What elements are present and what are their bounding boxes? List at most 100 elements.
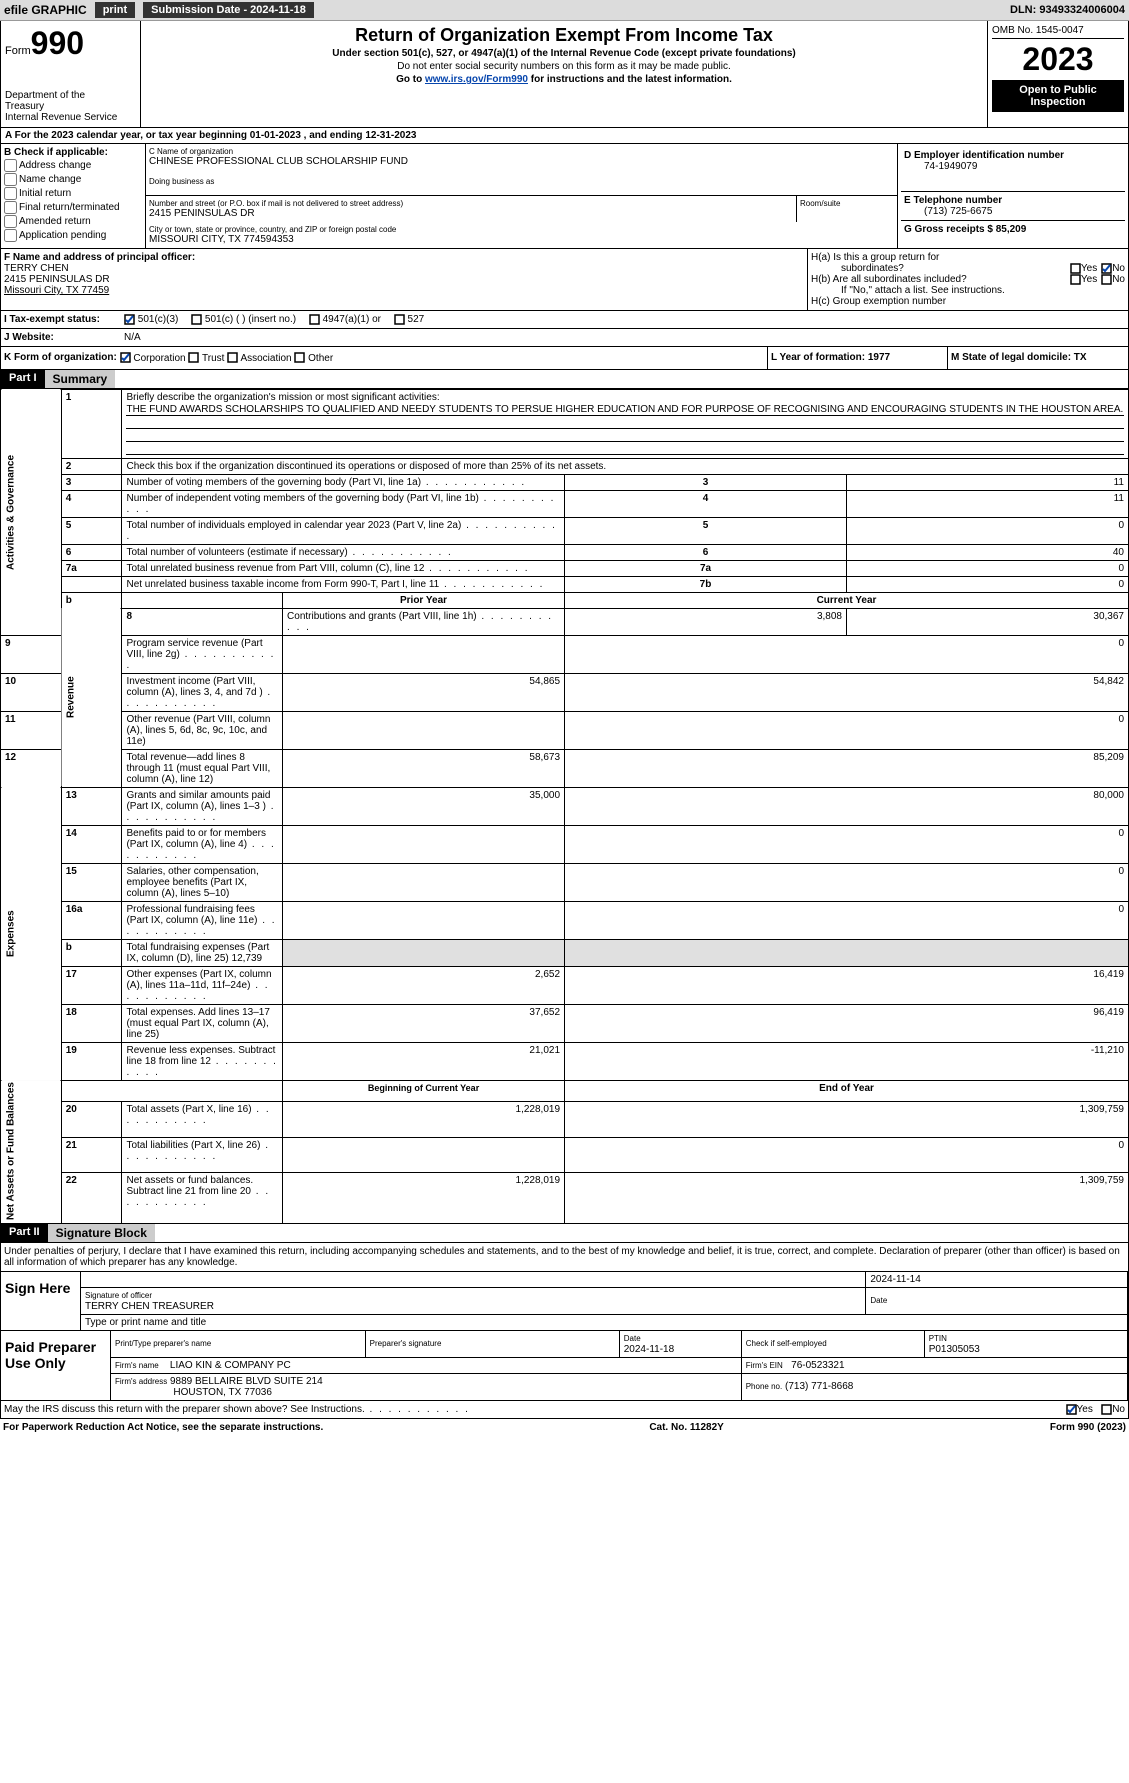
cb-final-return[interactable]: Final return/terminated — [4, 201, 142, 214]
org-name-label: C Name of organization — [149, 147, 894, 156]
line-19: 19Revenue less expenses. Subtract line 1… — [1, 1042, 1129, 1080]
begin-year-header: Beginning of Current Year — [283, 1080, 565, 1101]
cb-527[interactable]: 527 — [394, 314, 424, 325]
current-year-header: Current Year — [565, 592, 1129, 608]
date-label: Date — [870, 1296, 887, 1305]
prior-year-header: Prior Year — [283, 592, 565, 608]
cb-application-pending[interactable]: Application pending — [4, 229, 142, 242]
cb-501c[interactable]: 501(c) ( ) (insert no.) — [191, 314, 296, 325]
phone-label: E Telephone number — [904, 195, 1122, 206]
type-name-label: Type or print name and title — [81, 1314, 1128, 1330]
line-15: 15Salaries, other compensation, employee… — [1, 863, 1129, 901]
goto-note: Go to www.irs.gov/Form990 for instructio… — [145, 74, 983, 85]
form-header: Form990 Department of the Treasury Inter… — [0, 21, 1129, 128]
line-10: 10Investment income (Part VIII, column (… — [1, 673, 1129, 711]
form-number: 990 — [31, 25, 84, 61]
form-title: Return of Organization Exempt From Incom… — [145, 25, 983, 46]
cb-501c3[interactable]: 501(c)(3) — [124, 314, 178, 325]
hb-yes[interactable]: Yes — [1070, 274, 1097, 285]
end-year-header: End of Year — [565, 1080, 1129, 1101]
klm-row: K Form of organization: Corporation Trus… — [0, 347, 1129, 369]
discuss-row: May the IRS discuss this return with the… — [0, 1401, 1129, 1419]
submission-date-button[interactable]: Submission Date - 2024-11-18 — [143, 2, 314, 18]
line-4: 4Number of independent voting members of… — [1, 490, 1129, 517]
cb-corporation[interactable]: Corporation — [120, 353, 186, 364]
part2-title: Signature Block — [48, 1224, 155, 1242]
q2-text: Check this box if the organization disco… — [122, 458, 1129, 474]
line-11: 11Other revenue (Part VIII, column (A), … — [1, 711, 1129, 749]
line-21: 21Total liabilities (Part X, line 26)0 — [1, 1137, 1129, 1173]
dln-label: DLN: 93493324006004 — [1010, 4, 1125, 16]
form-subtitle: Under section 501(c), 527, or 4947(a)(1)… — [145, 48, 983, 59]
row-a-period: A For the 2023 calendar year, or tax yea… — [0, 128, 1129, 144]
ha-yes[interactable]: Yes — [1070, 263, 1097, 274]
dba-label: Doing business as — [149, 177, 894, 186]
line-9: 9Program service revenue (Part VIII, lin… — [1, 635, 1129, 673]
part1-header: Part I Summary — [0, 370, 1129, 389]
form-prefix: Form — [5, 45, 31, 57]
cb-address-change[interactable]: Address change — [4, 159, 142, 172]
cb-4947[interactable]: 4947(a)(1) or — [309, 314, 381, 325]
line-6: 6Total number of volunteers (estimate if… — [1, 544, 1129, 560]
section-deg: D Employer identification number 74-1949… — [898, 144, 1128, 248]
irs-link[interactable]: www.irs.gov/Form990 — [425, 74, 528, 85]
officer-sig-name: TERRY CHEN TREASURER — [85, 1301, 214, 1312]
sig-date: 2024-11-14 — [866, 1272, 1128, 1288]
ptin-value: P01305053 — [929, 1344, 980, 1355]
line-7a: 7aTotal unrelated business revenue from … — [1, 560, 1129, 576]
status-rows: I Tax-exempt status: 501(c)(3) 501(c) ( … — [0, 311, 1129, 329]
topbar: efile GRAPHIC print Submission Date - 20… — [0, 0, 1129, 21]
line-3: 3Number of voting members of the governi… — [1, 474, 1129, 490]
cb-other[interactable]: Other — [294, 353, 333, 364]
officer-street: 2415 PENINSULAS DR — [4, 274, 804, 285]
side-revenue: Revenue — [61, 608, 122, 787]
cb-trust[interactable]: Trust — [188, 353, 224, 364]
discuss-yes[interactable]: Yes — [1066, 1404, 1093, 1415]
declaration-text: Under penalties of perjury, I declare th… — [0, 1243, 1129, 1272]
firm-phone: (713) 771-8668 — [785, 1381, 853, 1392]
firm-phone-label: Phone no. — [746, 1382, 782, 1391]
line-22: 22Net assets or fund balances. Subtract … — [1, 1173, 1129, 1223]
year-formation: L Year of formation: 1977 — [768, 347, 948, 368]
info-grid: B Check if applicable: Address change Na… — [0, 144, 1129, 249]
omb-number: OMB No. 1545-0047 — [992, 25, 1124, 39]
side-expenses: Expenses — [1, 787, 62, 1080]
ha-no[interactable]: No — [1101, 263, 1125, 274]
hb-no[interactable]: No — [1101, 274, 1125, 285]
org-name: CHINESE PROFESSIONAL CLUB SCHOLARSHIP FU… — [149, 156, 894, 167]
street-label: Number and street (or P.O. box if mail i… — [149, 199, 793, 208]
cb-initial-return[interactable]: Initial return — [4, 187, 142, 200]
cb-association[interactable]: Association — [227, 353, 291, 364]
officer-city: Missouri City, TX 77459 — [4, 285, 804, 296]
officer-section: F Name and address of principal officer:… — [0, 249, 1129, 311]
ssn-note: Do not enter social security numbers on … — [145, 61, 983, 72]
print-button[interactable]: print — [95, 2, 135, 18]
cb-name-change[interactable]: Name change — [4, 173, 142, 186]
section-b-label: B Check if applicable: — [4, 147, 142, 158]
firm-name-label: Firm's name — [115, 1361, 159, 1370]
page-footer: For Paperwork Reduction Act Notice, see … — [0, 1419, 1129, 1436]
part1-badge: Part I — [1, 370, 45, 388]
gross-receipts: G Gross receipts $ 85,209 — [904, 224, 1122, 235]
footer-right: Form 990 (2023) — [1050, 1422, 1126, 1433]
paid-preparer-block: Paid Preparer Use Only Print/Type prepar… — [0, 1331, 1129, 1401]
discuss-no[interactable]: No — [1101, 1404, 1125, 1415]
cb-amended-return[interactable]: Amended return — [4, 215, 142, 228]
firm-ein: 76-0523321 — [791, 1360, 844, 1371]
line-20: 20Total assets (Part X, line 16)1,228,01… — [1, 1101, 1129, 1137]
city-value: MISSOURI CITY, TX 774594353 — [149, 234, 894, 245]
side-governance: Activities & Governance — [1, 389, 62, 635]
ein-value: 74-1949079 — [904, 161, 1122, 172]
website-label: J Website: — [1, 329, 121, 346]
line-17: 17Other expenses (Part IX, column (A), l… — [1, 966, 1129, 1004]
part2-badge: Part II — [1, 1224, 48, 1242]
form-org-label: K Form of organization: — [4, 353, 117, 364]
state-domicile: M State of legal domicile: TX — [948, 347, 1128, 368]
section-c: C Name of organization CHINESE PROFESSIO… — [146, 144, 898, 248]
firm-addr-label: Firm's address — [115, 1377, 167, 1386]
sig-officer-label: Signature of officer — [85, 1291, 152, 1300]
line-14: 14Benefits paid to or for members (Part … — [1, 825, 1129, 863]
street-value: 2415 PENINSULAS DR — [149, 208, 793, 219]
mission-text: THE FUND AWARDS SCHOLARSHIPS TO QUALIFIE… — [126, 404, 1124, 416]
summary-table: Activities & Governance 1 Briefly descri… — [0, 389, 1129, 1224]
